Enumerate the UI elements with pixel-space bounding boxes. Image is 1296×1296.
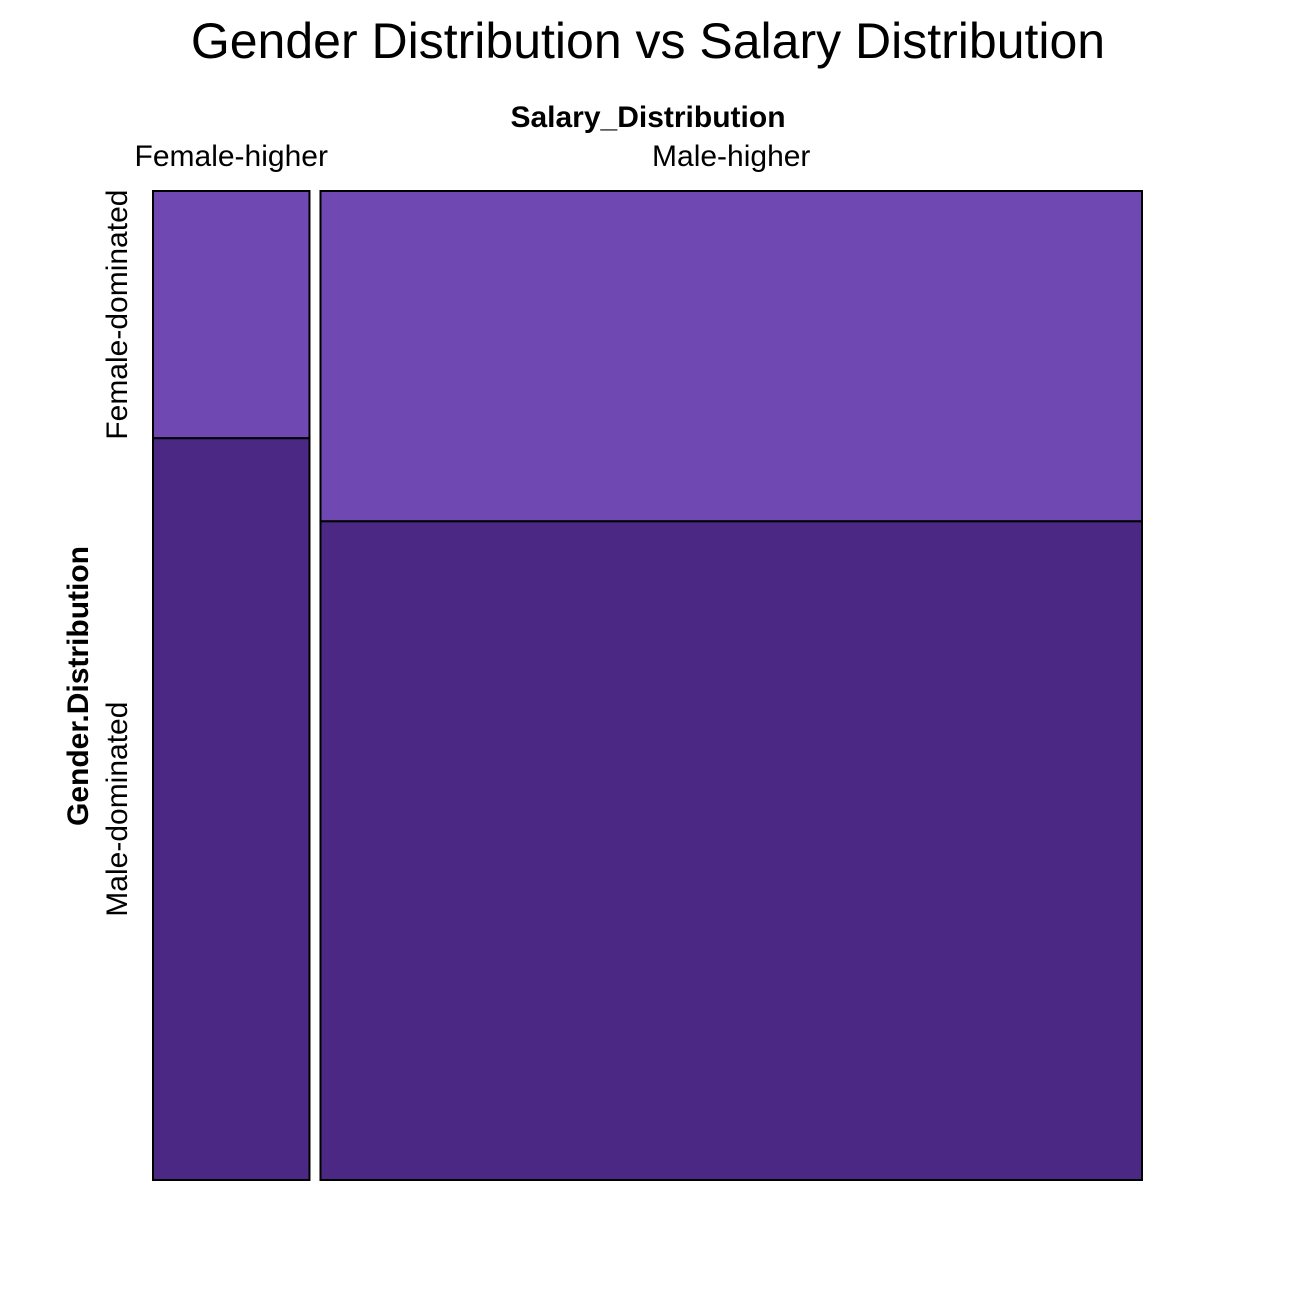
tile-male-higher-male-dominated bbox=[319, 520, 1144, 1181]
tile-female-higher-female-dominated bbox=[152, 190, 311, 440]
y-variable-label: Gender.Distribution bbox=[62, 546, 95, 826]
mosaic-tiles bbox=[152, 190, 1144, 1181]
tile-female-higher-male-dominated bbox=[152, 437, 311, 1181]
x-variable-label: Salary_Distribution bbox=[510, 101, 785, 134]
y-level-label-male-dominated: Male-dominated bbox=[101, 702, 134, 917]
y-level-label-female-dominated: Female-dominated bbox=[101, 190, 134, 440]
x-level-label-female-higher: Female-higher bbox=[135, 140, 328, 173]
y-level-labels: Female-dominated Male-dominated bbox=[101, 190, 134, 917]
x-level-labels: Female-higher Male-higher bbox=[135, 140, 811, 173]
chart-title: Gender Distribution vs Salary Distributi… bbox=[191, 13, 1105, 69]
tile-male-higher-female-dominated bbox=[319, 190, 1144, 523]
x-level-label-male-higher: Male-higher bbox=[652, 140, 810, 173]
